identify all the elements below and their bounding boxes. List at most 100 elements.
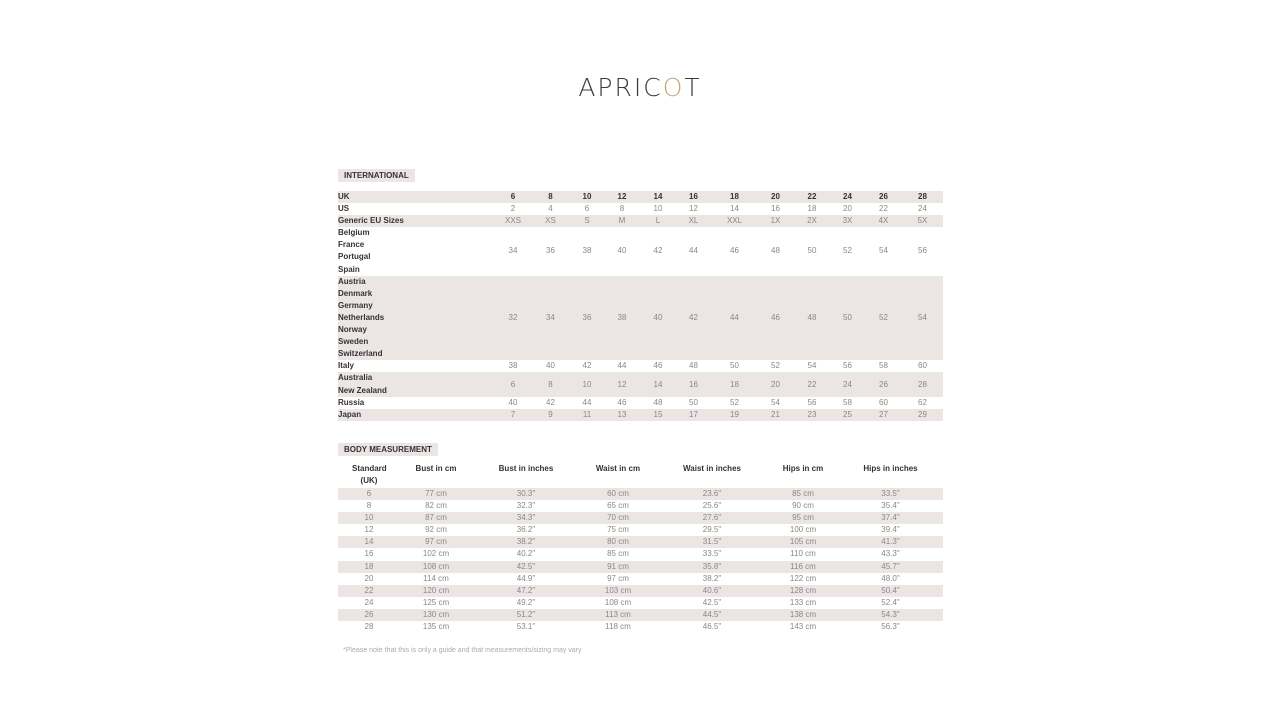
size-value: XL xyxy=(675,215,712,228)
measurement-cell: 42.5" xyxy=(702,597,722,607)
measurement-cell: 103 cm xyxy=(580,584,656,597)
size-value: 7 xyxy=(496,408,530,421)
size-value: 12 xyxy=(689,204,698,214)
measurement-cell: 46.5" xyxy=(702,622,722,632)
size-value: 52 xyxy=(730,397,739,407)
country-label: Generic EU Sizes xyxy=(338,215,496,228)
measurement-cell: 24 xyxy=(364,597,374,607)
size-value: 23 xyxy=(794,408,830,421)
size-value: 24 xyxy=(830,372,865,397)
size-value: 1X xyxy=(757,215,794,228)
country-name: France xyxy=(338,240,365,250)
country-name: Generic EU Sizes xyxy=(338,216,404,226)
size-row: Japan 7 9 11 13 15 17 19 21 23 25 27 29 xyxy=(338,408,943,421)
size-value: 52 xyxy=(865,275,902,361)
size-value: 10 xyxy=(571,372,603,397)
size-value: 36 xyxy=(571,275,603,361)
measurement-cell: 90 cm xyxy=(792,501,814,511)
size-value: 27 xyxy=(865,408,902,421)
size-value: S xyxy=(571,215,603,228)
country-name: Netherlands xyxy=(338,312,385,322)
size-value: 22 xyxy=(794,372,830,397)
size-value: 12 xyxy=(603,372,641,397)
size-row: Belgium France Portugal Spain 34 36 38 40 42 44 46… xyxy=(338,227,943,275)
measurement-cell: 120 cm xyxy=(400,584,472,597)
size-row: Austria Denmark Germany Netherlands Norway Sw… xyxy=(338,275,943,361)
size-value: 11 xyxy=(571,408,603,421)
measurement-cell: 82 cm xyxy=(425,501,447,511)
country-name: New Zealand xyxy=(338,385,387,395)
international-heading: INTERNATIONAL xyxy=(338,169,415,182)
measurement-row: 10 87 cm 34.3" 70 cm 27.6" 95 cm 37.4" xyxy=(338,512,943,525)
size-value: 58 xyxy=(843,397,852,407)
size-row: Russia 40 42 44 46 48 50 52 54 56 58 60 62 xyxy=(338,397,943,409)
measurement-cell: 105 cm xyxy=(768,536,838,549)
measurement-cell: 91 cm xyxy=(580,560,656,573)
measurement-cell: 45.7" xyxy=(838,560,943,573)
measurement-row: 20 114 cm 44.9" 97 cm 38.2" 122 cm 48.0" xyxy=(338,573,943,585)
size-row: UK 6 8 10 12 14 16 18 20 22 24 26 28 xyxy=(338,191,943,204)
size-value: 24 xyxy=(830,191,865,204)
size-value: 54 xyxy=(902,275,943,361)
country-name: Portugal xyxy=(338,252,371,262)
country-name: US xyxy=(338,204,350,214)
measurement-cell: 39.4" xyxy=(881,525,900,535)
size-value: 56 xyxy=(843,361,852,371)
size-value: 12 xyxy=(603,191,641,204)
international-size-table: UK 6 8 10 12 14 16 18 20 22 24 26 28 US 2 4 6 8 10 12 14 16 18… xyxy=(338,191,943,421)
country-name: Belgium xyxy=(338,228,370,238)
column-header: Waist in cm xyxy=(595,464,641,473)
size-value: 40 xyxy=(641,275,675,361)
measurement-cell: 37.4" xyxy=(838,512,943,525)
column-header: Hips in cm xyxy=(782,464,824,473)
country-name: Germany xyxy=(338,300,373,310)
measurement-cell: 42.5" xyxy=(472,560,580,573)
measurement-cell: 36.2" xyxy=(516,525,536,535)
column-header: Hips in inches xyxy=(863,464,918,473)
size-row: Generic EU Sizes XXS XS S M L XL XXL 1X 2X 3X 4X 5X xyxy=(338,215,943,228)
size-value: XXL xyxy=(712,215,757,228)
measurement-row: 24 125 cm 49.2" 108 cm 42.5" 133 cm 52.4" xyxy=(338,597,943,609)
size-value: 32 xyxy=(496,275,530,361)
size-value: 16 xyxy=(771,204,780,214)
size-value: 38 xyxy=(603,275,641,361)
size-value: 40 xyxy=(508,397,518,407)
measurement-cell: 28 xyxy=(364,622,374,632)
size-value: M xyxy=(603,215,641,228)
size-value: 34 xyxy=(508,246,518,256)
measurement-cell: 27.6" xyxy=(656,512,768,525)
measurement-cell: 114 cm xyxy=(423,573,449,583)
apricot-logo: APRICOT xyxy=(578,73,702,102)
size-value: 50 xyxy=(730,361,739,371)
size-value: 8 xyxy=(619,204,625,214)
measurement-cell: 26 xyxy=(338,608,400,622)
measurement-cell: 53.1" xyxy=(516,622,536,632)
country-label: Japan xyxy=(338,408,496,421)
size-value: 6 xyxy=(496,372,530,397)
size-value: 2X xyxy=(794,215,830,228)
size-value: XS xyxy=(530,215,571,228)
size-value: 56 xyxy=(807,397,817,407)
size-value: 20 xyxy=(843,204,852,214)
measurement-cell: 38.2" xyxy=(702,573,722,583)
country-label: UK xyxy=(338,191,496,204)
size-value: 22 xyxy=(879,204,888,214)
size-value: 28 xyxy=(902,372,943,397)
measurement-cell: 47.2" xyxy=(472,584,580,597)
size-value: 54 xyxy=(771,397,780,407)
size-row: Italy 38 40 42 44 46 48 50 52 54 56 58 60 xyxy=(338,360,943,372)
size-value: 14 xyxy=(641,372,675,397)
measurement-cell: 22 xyxy=(338,584,400,597)
measurement-cell: 34.3" xyxy=(472,512,580,525)
size-value: XXS xyxy=(496,215,530,228)
size-value: 29 xyxy=(902,408,943,421)
measurement-row: 6 77 cm 30.3" 60 cm 23.6" 85 cm 33.5" xyxy=(338,488,943,501)
size-value: 17 xyxy=(675,408,712,421)
country-label: US xyxy=(338,203,496,215)
measurement-cell: 95 cm xyxy=(768,512,838,525)
measurement-cell: 118 cm xyxy=(605,622,631,632)
measurement-row: 14 97 cm 38.2" 80 cm 31.5" 105 cm 41.3" xyxy=(338,536,943,549)
measurement-cell: 113 cm xyxy=(580,608,656,622)
size-value: 54 xyxy=(879,246,888,256)
size-value: 2 xyxy=(510,204,516,214)
